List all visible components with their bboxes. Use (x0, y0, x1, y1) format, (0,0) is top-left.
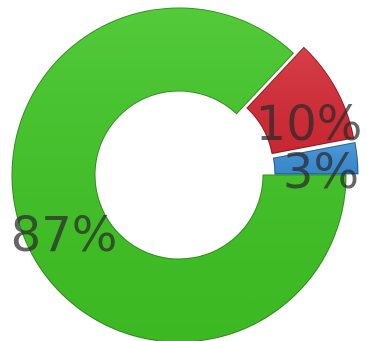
slice-labels: 87% 10%3% (11, 96, 363, 263)
slice-shading (273, 142, 358, 174)
slice-label-10-percent: 10% (256, 96, 363, 152)
slice-shading (12, 8, 346, 341)
donut-slices (11, 7, 359, 341)
slice-shading (247, 47, 354, 154)
slice-label-87-percent: 87% (11, 207, 118, 263)
slice-label-3-percent: 3% (283, 144, 359, 200)
